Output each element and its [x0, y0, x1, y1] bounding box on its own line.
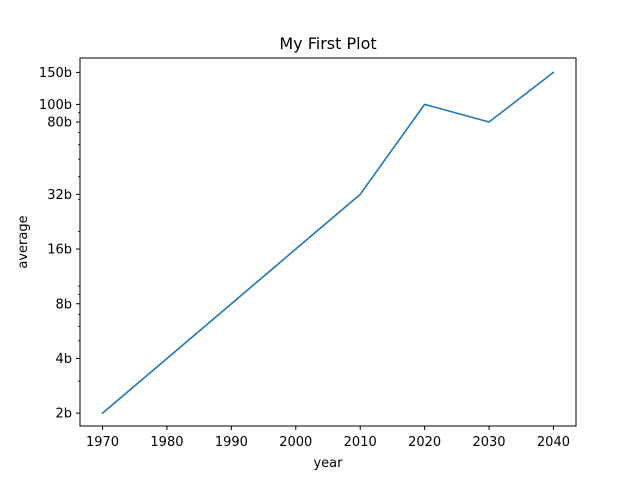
y-tick-label: 8b [55, 297, 72, 312]
x-tick-label: 1980 [150, 435, 183, 450]
x-tick-label: 1970 [86, 435, 119, 450]
x-tick-label: 2040 [537, 435, 570, 450]
x-tick-label: 2010 [344, 435, 377, 450]
y-tick-label: 100b [39, 98, 72, 113]
axes-frame [79, 57, 577, 427]
x-tick-label: 2020 [408, 435, 441, 450]
x-tick-label: 2000 [279, 435, 312, 450]
x-axis-label: year [313, 456, 343, 471]
y-tick-label: 80b [47, 116, 72, 131]
y-tick-label: 16b [47, 243, 72, 258]
y-tick-label: 2b [55, 407, 72, 422]
y-tick-label: 150b [39, 66, 72, 81]
data-line-series-0 [101, 71, 555, 415]
plot-area: 1970 1980 1990 2000 2010 2020 2030 2040 2b 4b 8b 16… [39, 57, 577, 450]
y-tick-label: 4b [55, 352, 72, 367]
chart-title: My First Plot [279, 34, 376, 53]
y-axis-label: average [16, 215, 31, 268]
y-tick-label: 32b [47, 188, 72, 203]
x-tick-label: 1990 [215, 435, 248, 450]
x-tick-label: 2030 [472, 435, 505, 450]
